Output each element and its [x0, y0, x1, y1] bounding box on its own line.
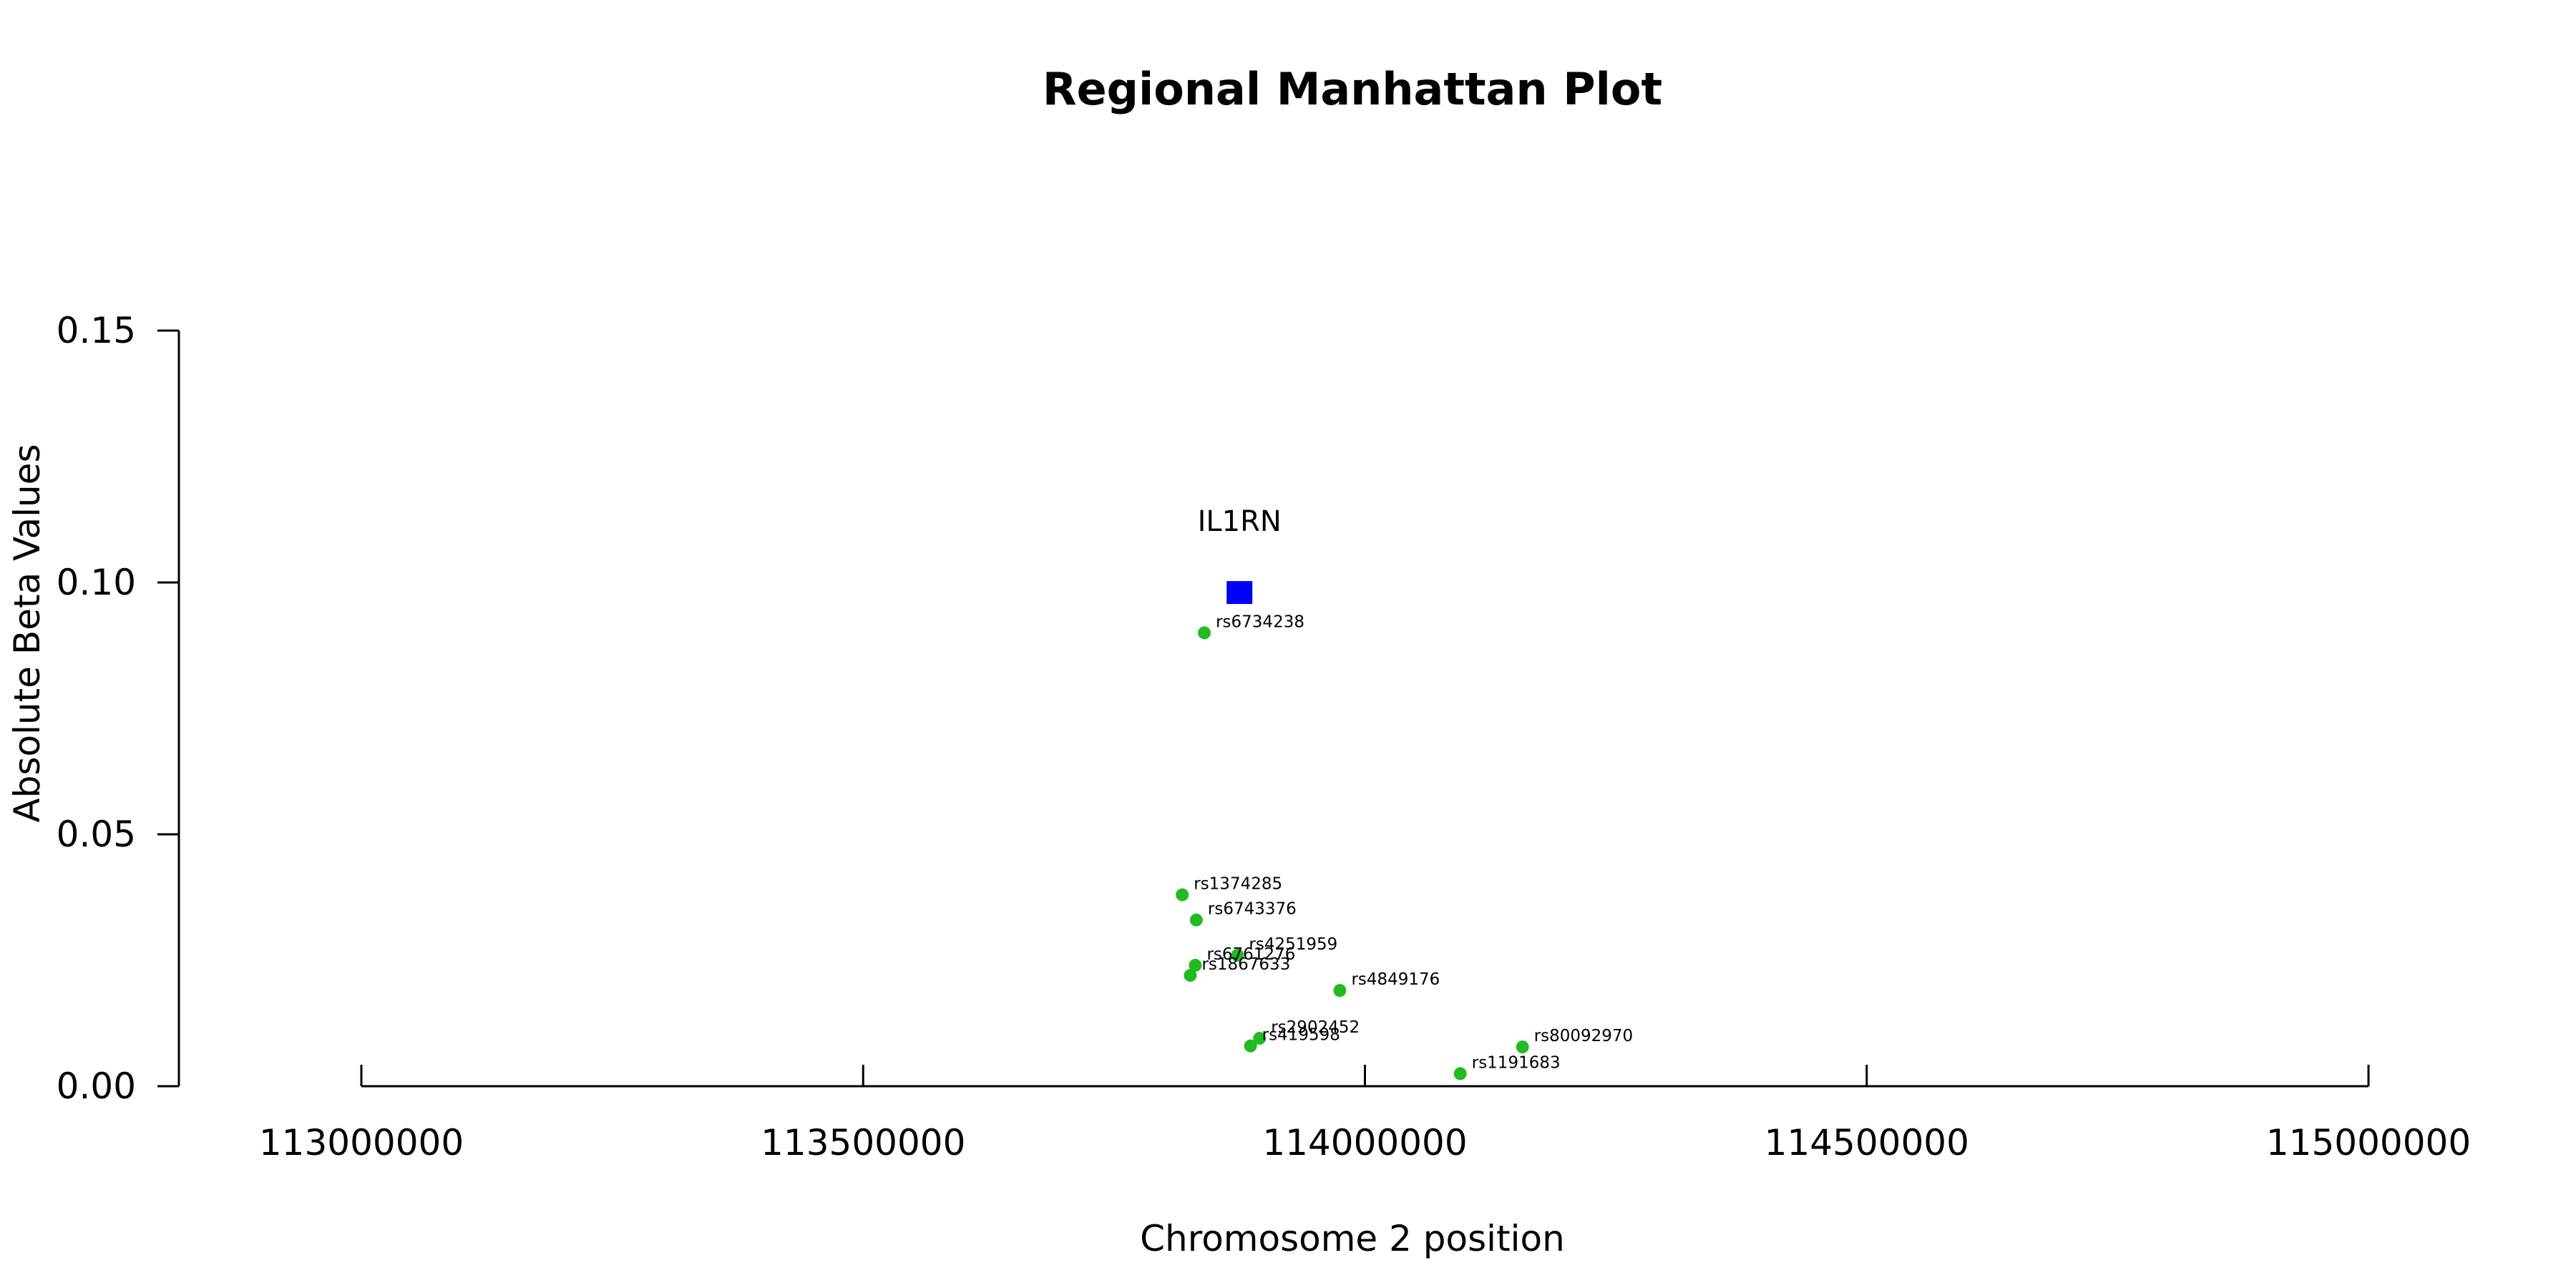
chart-title: Regional Manhattan Plot: [1043, 63, 1662, 115]
y-axis: 0.00 0.05 0.10 0.15: [57, 310, 180, 1107]
snp-label: rs4251959: [1249, 935, 1337, 954]
gene-marker: [1226, 581, 1253, 605]
y-tick-label: 0.10: [57, 562, 136, 603]
snp-point: [1244, 1039, 1257, 1053]
snp-label: rs6734238: [1216, 613, 1304, 631]
snp-point: [1253, 1032, 1267, 1045]
x-axis: 113000000 113500000 114000000 114500000 1150…: [259, 1065, 2471, 1163]
snp-label: rs2902452: [1271, 1018, 1360, 1037]
data-points: rs6734238 rs1374285 rs6743376 rs4251959rs67…: [1176, 505, 1633, 1080]
snp-label: rs6743376: [1208, 900, 1297, 919]
x-axis-label: Chromosome 2 position: [1140, 1218, 1565, 1259]
x-tick-label: 114000000: [1262, 1122, 1467, 1163]
snp-point: [1453, 1067, 1467, 1080]
y-tick-label: 0.00: [57, 1065, 136, 1107]
gene-label: IL1RN: [1198, 505, 1282, 538]
snp-label: rs419598: [1262, 1026, 1340, 1045]
x-tick-label: 115000000: [2266, 1122, 2471, 1163]
y-tick-label: 0.15: [57, 310, 136, 351]
x-tick-label: 114500000: [1765, 1122, 1969, 1163]
snp-point: [1189, 959, 1202, 972]
snp-label: rs80092970: [1534, 1027, 1634, 1045]
snp-label: rs1191683: [1472, 1053, 1561, 1072]
y-tick-label: 0.05: [57, 814, 136, 855]
snp-point: [1516, 1040, 1529, 1054]
snp-label: rs6761276: [1206, 945, 1295, 964]
y-axis-label: Absolute Beta Values: [6, 444, 48, 823]
x-tick-label: 113000000: [259, 1122, 464, 1163]
snp-label: rs1374285: [1194, 874, 1282, 893]
snp-point: [1231, 948, 1244, 962]
snp-point: [1189, 913, 1203, 927]
snp-point: [1198, 626, 1211, 640]
snp-label: rs1867633: [1201, 955, 1290, 974]
x-tick-label: 113500000: [761, 1122, 965, 1163]
snp-label: rs4849176: [1351, 970, 1440, 989]
snp-point: [1184, 969, 1197, 982]
snp-point: [1176, 888, 1189, 902]
snp-point: [1333, 984, 1347, 997]
